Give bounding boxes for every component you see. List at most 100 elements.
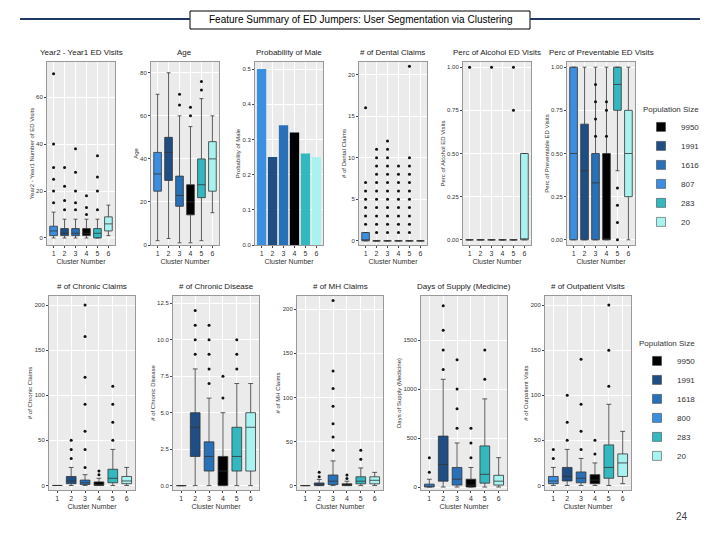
svg-text:Cluster Number: Cluster Number (191, 503, 241, 510)
svg-text:# of Dental Claims: # of Dental Claims (360, 48, 425, 57)
svg-text:0.1: 0.1 (242, 207, 251, 213)
svg-text:500: 500 (407, 435, 418, 441)
svg-text:0.50: 0.50 (551, 151, 563, 157)
svg-text:5: 5 (235, 495, 239, 502)
svg-text:# of Outpatient Visits: # of Outpatient Visits (551, 282, 625, 291)
svg-text:# of MH Claims: # of MH Claims (275, 372, 281, 413)
svg-text:2: 2 (167, 250, 171, 257)
svg-text:100: 100 (283, 395, 294, 401)
svg-text:Probability of Male: Probability of Male (235, 128, 241, 178)
svg-text:# of Chronic Claims: # of Chronic Claims (57, 282, 127, 291)
svg-text:6: 6 (522, 250, 526, 257)
svg-text:1.00: 1.00 (447, 64, 459, 70)
svg-text:6: 6 (125, 495, 129, 502)
svg-text:0.00: 0.00 (447, 237, 459, 243)
svg-text:283: 283 (681, 199, 695, 208)
svg-text:# of Dental Claims: # of Dental Claims (341, 129, 347, 178)
svg-text:1991: 1991 (677, 376, 695, 385)
svg-text:Cluster Number: Cluster Number (576, 258, 626, 265)
svg-text:4: 4 (221, 495, 225, 502)
svg-text:2: 2 (271, 250, 275, 257)
svg-text:1: 1 (179, 495, 183, 502)
svg-text:0.0: 0.0 (242, 242, 251, 248)
svg-text:5: 5 (351, 196, 355, 202)
svg-text:100: 100 (531, 392, 542, 398)
svg-text:4: 4 (469, 495, 473, 502)
svg-text:1: 1 (260, 250, 264, 257)
svg-text:5: 5 (303, 250, 307, 257)
svg-text:3: 3 (178, 250, 182, 257)
svg-text:5: 5 (483, 495, 487, 502)
svg-text:1: 1 (52, 250, 56, 257)
svg-text:4: 4 (189, 250, 193, 257)
svg-text:3: 3 (490, 250, 494, 257)
svg-text:Probability of Male: Probability of Male (256, 48, 322, 57)
svg-text:20: 20 (140, 199, 147, 205)
svg-text:2: 2 (479, 250, 483, 257)
svg-text:2: 2 (63, 250, 67, 257)
svg-text:5: 5 (607, 495, 611, 502)
svg-text:100: 100 (35, 392, 46, 398)
svg-text:6: 6 (314, 250, 318, 257)
svg-text:1616: 1616 (681, 161, 699, 170)
svg-text:4: 4 (85, 250, 89, 257)
svg-text:1500: 1500 (403, 337, 417, 343)
svg-text:9950: 9950 (677, 357, 695, 366)
svg-text:Population Size: Population Size (639, 339, 695, 348)
svg-text:6: 6 (626, 250, 630, 257)
svg-text:2: 2 (193, 495, 197, 502)
svg-text:2: 2 (375, 250, 379, 257)
svg-text:5.0: 5.0 (160, 410, 169, 416)
svg-text:7.5: 7.5 (160, 373, 169, 379)
svg-text:Year2 - Year1 ED Visits: Year2 - Year1 ED Visits (40, 48, 123, 57)
svg-text:20: 20 (681, 218, 690, 227)
svg-text:Cluster Number: Cluster Number (56, 258, 106, 265)
svg-text:0.00: 0.00 (551, 237, 563, 243)
svg-text:# of Chronic Disease: # of Chronic Disease (179, 282, 254, 291)
svg-text:1: 1 (303, 495, 307, 502)
svg-text:20: 20 (348, 72, 355, 78)
svg-text:2: 2 (317, 495, 321, 502)
svg-text:150: 150 (531, 347, 542, 353)
svg-text:Year2 - Year1 Number of ED Vis: Year2 - Year1 Number of ED Visits (29, 108, 35, 200)
svg-text:6: 6 (249, 495, 253, 502)
svg-text:12.5: 12.5 (157, 300, 169, 306)
svg-text:0: 0 (143, 242, 147, 248)
svg-text:0.50: 0.50 (447, 151, 459, 157)
svg-text:6: 6 (373, 495, 377, 502)
svg-text:150: 150 (35, 347, 46, 353)
svg-text:1: 1 (427, 495, 431, 502)
svg-text:6: 6 (418, 250, 422, 257)
svg-text:5: 5 (407, 250, 411, 257)
svg-text:Population Size: Population Size (643, 105, 699, 114)
svg-text:60: 60 (36, 94, 43, 100)
svg-text:Feature Summary of ED Jumpers:: Feature Summary of ED Jumpers: User Segm… (209, 14, 512, 25)
svg-text:200: 200 (283, 306, 294, 312)
svg-text:Days of Supply (Medicine): Days of Supply (Medicine) (396, 358, 402, 428)
svg-text:# of Outpatient Visits: # of Outpatient Visits (523, 365, 529, 420)
svg-text:5: 5 (511, 250, 515, 257)
svg-text:807: 807 (681, 180, 695, 189)
svg-text:50: 50 (534, 437, 541, 443)
svg-text:3: 3 (386, 250, 390, 257)
svg-text:6: 6 (106, 250, 110, 257)
svg-text:4: 4 (97, 495, 101, 502)
svg-text:5: 5 (359, 495, 363, 502)
svg-text:# of Chronic Disease: # of Chronic Disease (150, 364, 156, 420)
svg-text:0.25: 0.25 (551, 194, 563, 200)
svg-text:80: 80 (140, 70, 147, 76)
svg-text:10.0: 10.0 (157, 337, 169, 343)
svg-text:Age: Age (133, 148, 139, 159)
svg-text:4: 4 (593, 495, 597, 502)
svg-text:1: 1 (551, 495, 555, 502)
svg-text:3: 3 (207, 495, 211, 502)
svg-text:Perc of Alcohol ED Visits: Perc of Alcohol ED Visits (440, 121, 446, 187)
svg-text:9950: 9950 (681, 123, 699, 132)
svg-text:0: 0 (41, 483, 45, 489)
svg-text:50: 50 (286, 439, 293, 445)
svg-text:Perc of Preventable ED Visits: Perc of Preventable ED Visits (544, 114, 550, 193)
svg-text:3: 3 (331, 495, 335, 502)
svg-text:# of Chronic Claims: # of Chronic Claims (27, 367, 33, 419)
svg-text:0.3: 0.3 (242, 137, 251, 143)
svg-text:6: 6 (621, 495, 625, 502)
